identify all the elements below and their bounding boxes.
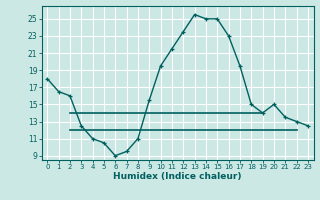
X-axis label: Humidex (Indice chaleur): Humidex (Indice chaleur) bbox=[113, 172, 242, 181]
